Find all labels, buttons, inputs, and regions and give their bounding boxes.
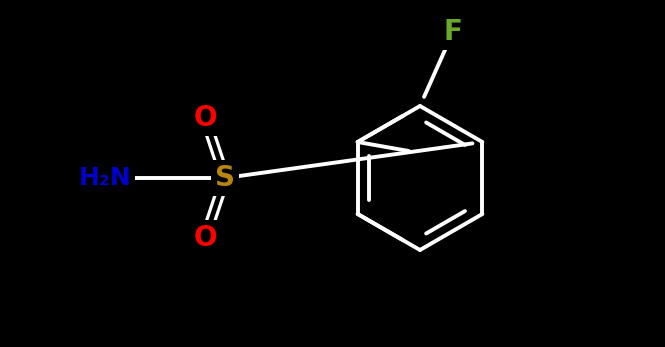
Text: H₂N: H₂N [78, 166, 132, 190]
Text: S: S [215, 164, 235, 192]
Text: O: O [194, 104, 217, 132]
Text: F: F [444, 18, 462, 46]
Text: O: O [194, 224, 217, 252]
